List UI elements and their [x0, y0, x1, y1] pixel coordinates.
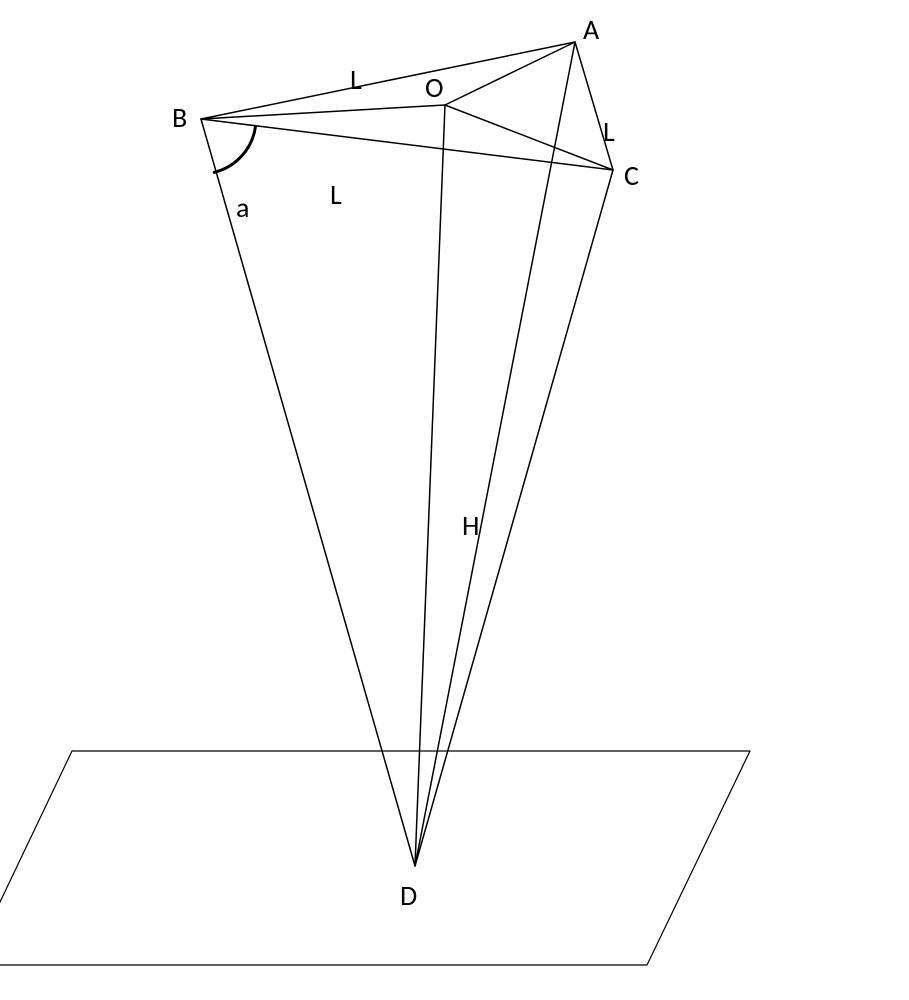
ground-plane: [0, 751, 750, 965]
vertex-label-o: O: [425, 70, 444, 105]
edge-label-od: H: [462, 508, 479, 543]
vertex-label-c: C: [624, 158, 639, 193]
tetrahedron-edges: [201, 42, 613, 866]
vertex-label-d: D: [400, 878, 417, 913]
edge-label-bc: L: [330, 177, 342, 212]
angle-arc: [214, 127, 255, 173]
edge-label-ba: L: [350, 62, 362, 97]
angle-label: a: [236, 190, 249, 225]
vertex-label-a: A: [583, 12, 599, 47]
edge-label-ac: L: [603, 114, 615, 149]
geometry-diagram: [0, 0, 909, 1000]
vertex-label-b: B: [172, 100, 187, 135]
